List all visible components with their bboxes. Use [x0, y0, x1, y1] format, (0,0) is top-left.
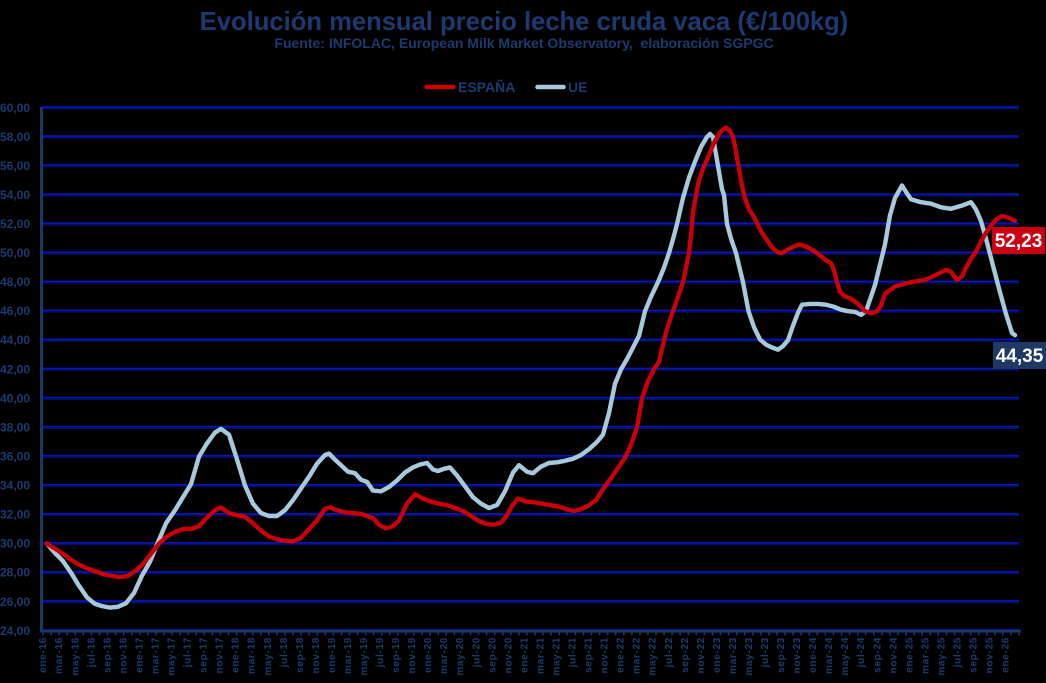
- svg-text:ene-23: ene-23: [712, 637, 723, 673]
- svg-text:ene-26: ene-26: [1001, 637, 1012, 673]
- svg-text:sep-25: sep-25: [969, 637, 980, 673]
- svg-text:sep-18: sep-18: [295, 637, 306, 673]
- svg-text:may-20: may-20: [455, 637, 466, 676]
- svg-text:42,00: 42,00: [0, 362, 30, 376]
- svg-text:mar-18: mar-18: [247, 637, 258, 674]
- svg-text:nov-19: nov-19: [407, 637, 418, 673]
- svg-text:sep-24: sep-24: [872, 637, 883, 673]
- svg-text:may-18: may-18: [263, 637, 274, 676]
- svg-text:may-17: may-17: [167, 637, 178, 676]
- svg-text:jul-22: jul-22: [664, 637, 675, 668]
- svg-text:may-21: may-21: [552, 637, 563, 676]
- svg-text:40,00: 40,00: [0, 391, 30, 405]
- svg-text:sep-16: sep-16: [102, 637, 113, 673]
- svg-text:24,00: 24,00: [0, 624, 30, 638]
- svg-text:jul-16: jul-16: [86, 637, 97, 668]
- svg-text:mar-24: mar-24: [824, 637, 835, 674]
- svg-text:ESPAÑA: ESPAÑA: [458, 78, 515, 95]
- svg-text:ene-17: ene-17: [134, 637, 145, 673]
- svg-text:28,00: 28,00: [0, 566, 30, 580]
- svg-text:Fuente: INFOLAC, European Milk: Fuente: INFOLAC, European Milk Market Ob…: [274, 35, 773, 51]
- svg-text:jul-23: jul-23: [760, 637, 771, 668]
- svg-text:may-24: may-24: [840, 637, 851, 676]
- svg-text:mar-17: mar-17: [151, 637, 162, 674]
- svg-text:jul-21: jul-21: [568, 637, 579, 668]
- svg-text:may-16: may-16: [70, 637, 81, 676]
- svg-text:ene-16: ene-16: [38, 637, 49, 673]
- svg-text:60,00: 60,00: [0, 101, 30, 115]
- svg-text:50,00: 50,00: [0, 246, 30, 260]
- svg-text:ene-24: ene-24: [808, 637, 819, 673]
- svg-text:nov-24: nov-24: [888, 637, 899, 673]
- svg-text:sep-23: sep-23: [776, 637, 787, 673]
- svg-text:nov-23: nov-23: [792, 637, 803, 673]
- svg-text:jul-24: jul-24: [856, 637, 867, 668]
- svg-text:nov-18: nov-18: [311, 637, 322, 673]
- svg-text:nov-16: nov-16: [118, 637, 129, 673]
- svg-text:ene-21: ene-21: [519, 637, 530, 673]
- svg-text:mar-19: mar-19: [343, 637, 354, 674]
- svg-text:may-19: may-19: [359, 637, 370, 676]
- svg-text:36,00: 36,00: [0, 450, 30, 464]
- svg-text:UE: UE: [568, 79, 587, 95]
- svg-text:52,00: 52,00: [0, 217, 30, 231]
- svg-text:nov-22: nov-22: [696, 637, 707, 673]
- svg-text:ene-19: ene-19: [327, 637, 338, 673]
- svg-text:ene-25: ene-25: [904, 637, 915, 673]
- svg-text:nov-21: nov-21: [600, 637, 611, 673]
- svg-text:nov-25: nov-25: [985, 637, 996, 673]
- svg-text:mar-23: mar-23: [728, 637, 739, 674]
- svg-text:52,23: 52,23: [995, 231, 1043, 252]
- svg-text:54,00: 54,00: [0, 188, 30, 202]
- svg-text:mar-16: mar-16: [54, 637, 65, 674]
- svg-text:jul-25: jul-25: [953, 637, 964, 668]
- svg-text:mar-25: mar-25: [920, 637, 931, 674]
- svg-text:44,35: 44,35: [996, 346, 1044, 367]
- svg-text:mar-22: mar-22: [632, 637, 643, 674]
- svg-text:nov-20: nov-20: [503, 637, 514, 673]
- svg-text:may-22: may-22: [648, 637, 659, 676]
- svg-text:mar-20: mar-20: [439, 637, 450, 674]
- svg-text:jul-18: jul-18: [279, 637, 290, 668]
- svg-text:26,00: 26,00: [0, 595, 30, 609]
- svg-text:jul-19: jul-19: [375, 637, 386, 668]
- svg-text:sep-21: sep-21: [584, 637, 595, 673]
- svg-text:sep-22: sep-22: [680, 637, 691, 673]
- svg-text:jul-20: jul-20: [471, 637, 482, 668]
- svg-text:48,00: 48,00: [0, 275, 30, 289]
- svg-text:sep-17: sep-17: [199, 637, 210, 673]
- svg-text:nov-17: nov-17: [215, 637, 226, 673]
- svg-text:ene-18: ene-18: [231, 637, 242, 673]
- svg-text:sep-19: sep-19: [391, 637, 402, 673]
- svg-text:jul-17: jul-17: [183, 637, 194, 668]
- svg-text:58,00: 58,00: [0, 130, 30, 144]
- svg-text:32,00: 32,00: [0, 508, 30, 522]
- svg-text:56,00: 56,00: [0, 159, 30, 173]
- svg-text:may-25: may-25: [936, 637, 947, 676]
- svg-text:mar-21: mar-21: [535, 637, 546, 674]
- svg-text:38,00: 38,00: [0, 420, 30, 434]
- svg-text:sep-20: sep-20: [487, 637, 498, 673]
- svg-text:Evolución mensual precio leche: Evolución mensual precio leche cruda vac…: [200, 8, 849, 36]
- svg-text:44,00: 44,00: [0, 333, 30, 347]
- svg-text:30,00: 30,00: [0, 537, 30, 551]
- svg-text:46,00: 46,00: [0, 304, 30, 318]
- svg-text:ene-20: ene-20: [423, 637, 434, 673]
- svg-text:34,00: 34,00: [0, 479, 30, 493]
- svg-text:may-23: may-23: [744, 637, 755, 676]
- svg-text:ene-22: ene-22: [616, 637, 627, 673]
